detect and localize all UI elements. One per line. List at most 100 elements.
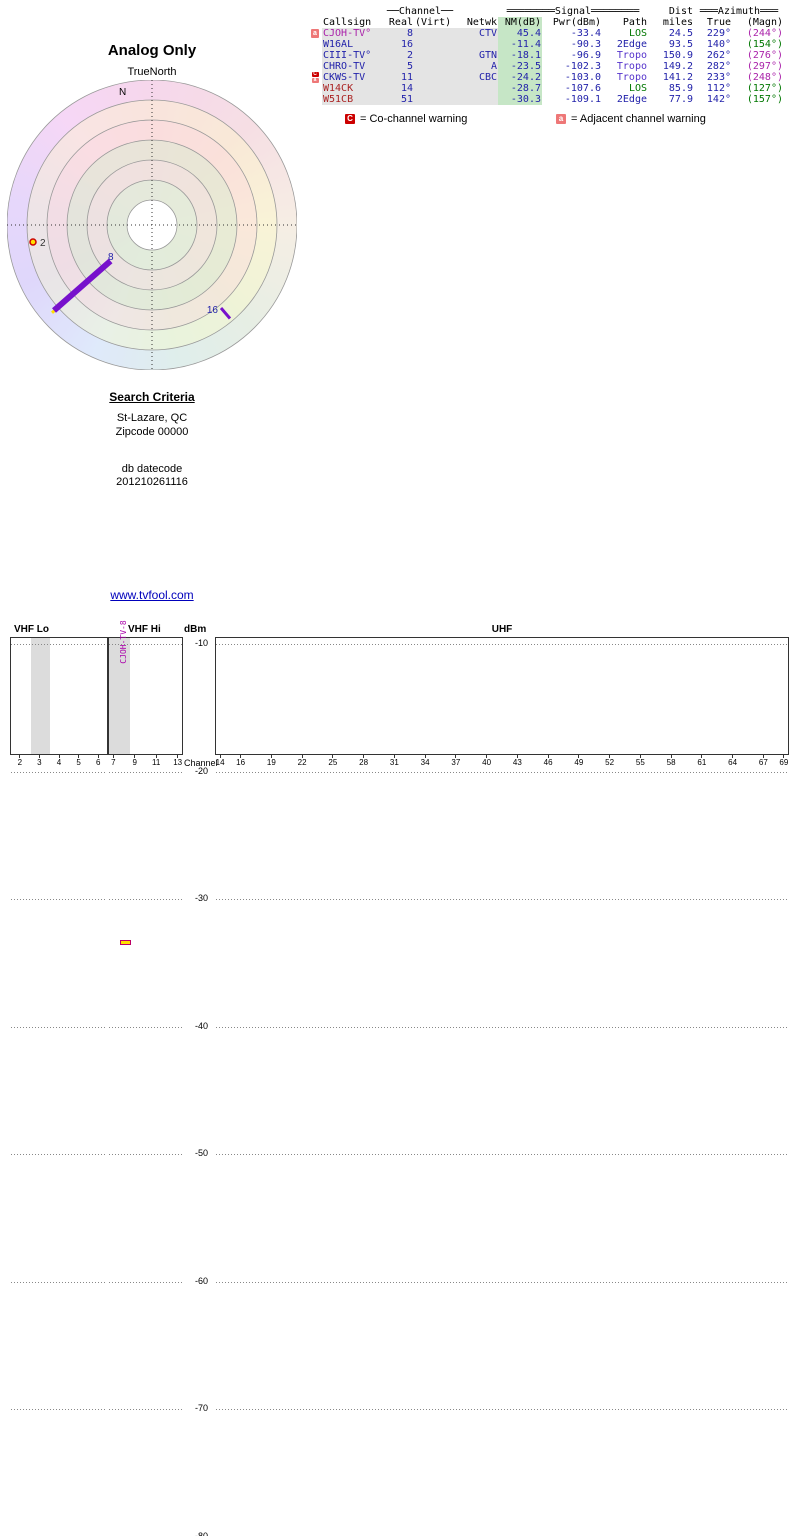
column-header-true: True bbox=[694, 17, 732, 28]
signal-bar-callsign-label: CJOH-TV-8 bbox=[119, 612, 129, 672]
cell-channel-real: 14 bbox=[384, 83, 414, 94]
dbm-gridline bbox=[109, 1154, 182, 1155]
axis-label-dbm: dBm bbox=[184, 624, 206, 635]
dbm-gridline bbox=[11, 1027, 107, 1028]
adjacent-channel-warning-badge: a bbox=[312, 78, 319, 83]
cell-azimuth-true: 262° bbox=[694, 50, 732, 61]
cell-warning-badges bbox=[308, 39, 322, 50]
cell-path: 2Edge bbox=[602, 39, 648, 50]
dbm-gridline bbox=[11, 1154, 107, 1155]
cell-warning-badges bbox=[308, 83, 322, 94]
section-label-vhf-hi: VHF Hi bbox=[128, 624, 161, 635]
channel-tick-label: 16 bbox=[233, 758, 249, 767]
dbm-gridline bbox=[216, 1282, 788, 1283]
channel-tick-label: 5 bbox=[71, 758, 87, 767]
station-table: ──Channel── ════════Signal════════ Dist … bbox=[308, 6, 784, 105]
cell-callsign: CKWS-TV bbox=[322, 72, 384, 83]
channel-tick-label: 28 bbox=[356, 758, 372, 767]
cell-callsign: CIII-TV° bbox=[322, 50, 384, 61]
cell-path: LOS bbox=[602, 28, 648, 39]
site-link-wrap: www.tvfool.com bbox=[0, 588, 304, 602]
cell-channel-real: 51 bbox=[384, 94, 414, 105]
dbm-gridline bbox=[109, 1282, 182, 1283]
channel-tick-label: 3 bbox=[31, 758, 47, 767]
dbm-gridline bbox=[11, 1409, 107, 1410]
signal-bar-marker bbox=[120, 940, 131, 945]
true-north-label: TrueNorth bbox=[0, 66, 304, 78]
column-header-spacer bbox=[308, 17, 322, 28]
cell-channel-virt bbox=[414, 61, 456, 72]
section-label-vhf-lo: VHF Lo bbox=[14, 624, 49, 635]
group-header-channel: ──Channel── bbox=[384, 6, 456, 17]
channel-tick-label: 34 bbox=[417, 758, 433, 767]
column-header-pwr: Pwr(dBm) bbox=[542, 17, 602, 28]
channel-tick-label: 31 bbox=[386, 758, 402, 767]
radar-label-channel-8: 8 bbox=[108, 252, 114, 263]
channel-tick-label: 40 bbox=[479, 758, 495, 767]
channel-tick-label: 43 bbox=[509, 758, 525, 767]
dbm-tick-label: -60 bbox=[180, 1276, 208, 1286]
cell-azimuth-magnetic: (297°) bbox=[732, 61, 784, 72]
dbm-gridline bbox=[216, 1154, 788, 1155]
radar-label-channel-16: 16 bbox=[207, 305, 219, 316]
north-marker: N bbox=[119, 87, 126, 98]
channel-tick-label: 19 bbox=[263, 758, 279, 767]
cell-nm-db: -24.2 bbox=[498, 72, 542, 83]
dbm-gridline bbox=[216, 1409, 788, 1410]
cell-network bbox=[456, 94, 498, 105]
cell-nm-db: -23.5 bbox=[498, 61, 542, 72]
cell-callsign: CHRO-TV bbox=[322, 61, 384, 72]
channel-tick-label: 69 bbox=[776, 758, 792, 767]
cell-distance-miles: 149.2 bbox=[648, 61, 694, 72]
dbm-gridline bbox=[216, 899, 788, 900]
cell-channel-real: 11 bbox=[384, 72, 414, 83]
channel-tick-label: 9 bbox=[127, 758, 143, 767]
cell-distance-miles: 141.2 bbox=[648, 72, 694, 83]
channel-tick-label: 37 bbox=[448, 758, 464, 767]
channel-tick-label: 2 bbox=[12, 758, 28, 767]
co-channel-badge-icon: C bbox=[345, 114, 355, 124]
cell-azimuth-magnetic: (127°) bbox=[732, 83, 784, 94]
cell-azimuth-true: 233° bbox=[694, 72, 732, 83]
dbm-gridline bbox=[109, 1027, 182, 1028]
cell-network: GTN bbox=[456, 50, 498, 61]
cell-path: Tropo bbox=[602, 50, 648, 61]
tvfool-link[interactable]: www.tvfool.com bbox=[110, 588, 193, 602]
dbm-gridline bbox=[11, 772, 107, 773]
cell-distance-miles: 24.5 bbox=[648, 28, 694, 39]
column-header-magn: (Magn) bbox=[732, 17, 784, 28]
section-label-uhf: UHF bbox=[215, 624, 789, 635]
cell-power-dbm: -33.4 bbox=[542, 28, 602, 39]
channel-tick-label: 25 bbox=[325, 758, 341, 767]
cell-channel-real: 8 bbox=[384, 28, 414, 39]
db-datecode-label: db datecode bbox=[0, 463, 304, 475]
cell-azimuth-magnetic: (154°) bbox=[732, 39, 784, 50]
shaded-channel-band bbox=[31, 638, 51, 754]
cell-network: CBC bbox=[456, 72, 498, 83]
cell-channel-virt bbox=[414, 28, 456, 39]
cell-nm-db: 45.4 bbox=[498, 28, 542, 39]
cell-callsign: W51CB bbox=[322, 94, 384, 105]
group-header-signal: ════════Signal════════ bbox=[498, 6, 648, 17]
dbm-gridline bbox=[109, 1409, 182, 1410]
cell-azimuth-magnetic: (244°) bbox=[732, 28, 784, 39]
channel-tick-label: 52 bbox=[602, 758, 618, 767]
radar-title: Analog Only bbox=[0, 42, 304, 59]
cell-nm-db: -30.3 bbox=[498, 94, 542, 105]
db-datecode-value: 201210261116 bbox=[0, 476, 304, 488]
cell-channel-real: 2 bbox=[384, 50, 414, 61]
cell-warning-badges: a bbox=[308, 28, 322, 39]
co-channel-legend-item: C = Co-channel warning bbox=[345, 113, 467, 125]
co-channel-legend-text: = Co-channel warning bbox=[360, 113, 467, 125]
column-header-path: Path bbox=[602, 17, 648, 28]
group-header-azimuth: ═══Azimuth═══ bbox=[694, 6, 784, 17]
dbm-gridline bbox=[216, 644, 788, 645]
cell-power-dbm: -90.3 bbox=[542, 39, 602, 50]
channel-tick-label: 6 bbox=[90, 758, 106, 767]
cell-warning-badges bbox=[308, 50, 322, 61]
